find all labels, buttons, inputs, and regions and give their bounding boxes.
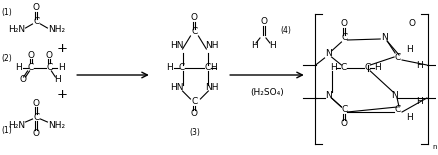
Text: C: C [191, 97, 198, 106]
Text: H: H [417, 97, 423, 106]
Text: C: C [204, 64, 211, 73]
Text: H₂N: H₂N [8, 26, 25, 35]
Text: O: O [409, 20, 416, 29]
Text: H: H [374, 64, 381, 73]
Text: H: H [54, 75, 61, 84]
Text: C: C [33, 18, 39, 27]
Text: H: H [417, 62, 423, 71]
Text: NH: NH [205, 42, 219, 51]
Text: C: C [364, 64, 371, 73]
Text: H: H [15, 64, 22, 73]
Text: O: O [33, 129, 40, 139]
Text: O: O [191, 13, 198, 22]
Text: NH: NH [205, 84, 219, 93]
Text: H: H [251, 40, 258, 49]
Text: (1): (1) [1, 7, 12, 16]
Text: N: N [391, 91, 397, 100]
Text: H: H [330, 64, 337, 73]
Text: O: O [33, 98, 40, 108]
Text: +: + [57, 88, 68, 100]
Text: O: O [27, 51, 34, 60]
Text: O: O [46, 51, 53, 60]
Text: H: H [406, 113, 413, 122]
Text: N: N [381, 33, 388, 42]
Text: H₂N: H₂N [8, 120, 25, 129]
Text: HN: HN [170, 84, 184, 93]
Text: O: O [19, 75, 26, 84]
Text: (4): (4) [280, 26, 291, 35]
Text: H: H [58, 64, 65, 73]
Text: C: C [341, 33, 348, 42]
Text: O: O [33, 4, 40, 13]
Text: C: C [178, 64, 185, 73]
Text: H: H [210, 64, 217, 73]
Text: NH₂: NH₂ [48, 120, 65, 129]
Text: C: C [28, 64, 34, 73]
Text: H: H [269, 40, 276, 49]
Text: (3): (3) [189, 128, 200, 137]
Text: H: H [406, 46, 413, 55]
Text: O: O [341, 120, 348, 128]
Text: H: H [166, 64, 173, 73]
Text: O: O [261, 18, 268, 27]
Text: NH₂: NH₂ [48, 26, 65, 35]
Text: C: C [46, 64, 53, 73]
Text: C: C [341, 106, 348, 115]
Text: N: N [325, 91, 332, 100]
Text: N: N [325, 49, 332, 58]
Text: +: + [57, 42, 68, 55]
Text: O: O [191, 109, 198, 119]
Text: HN: HN [170, 42, 184, 51]
Text: (2): (2) [1, 53, 12, 62]
Text: C: C [33, 113, 39, 122]
Text: C: C [191, 27, 198, 36]
Text: C: C [395, 53, 401, 62]
Text: C: C [340, 64, 346, 73]
Text: (H₂SO₄): (H₂SO₄) [250, 89, 284, 97]
Text: C: C [395, 106, 401, 115]
Text: n: n [433, 144, 438, 150]
Text: (1): (1) [1, 126, 12, 135]
Text: O: O [341, 20, 348, 29]
